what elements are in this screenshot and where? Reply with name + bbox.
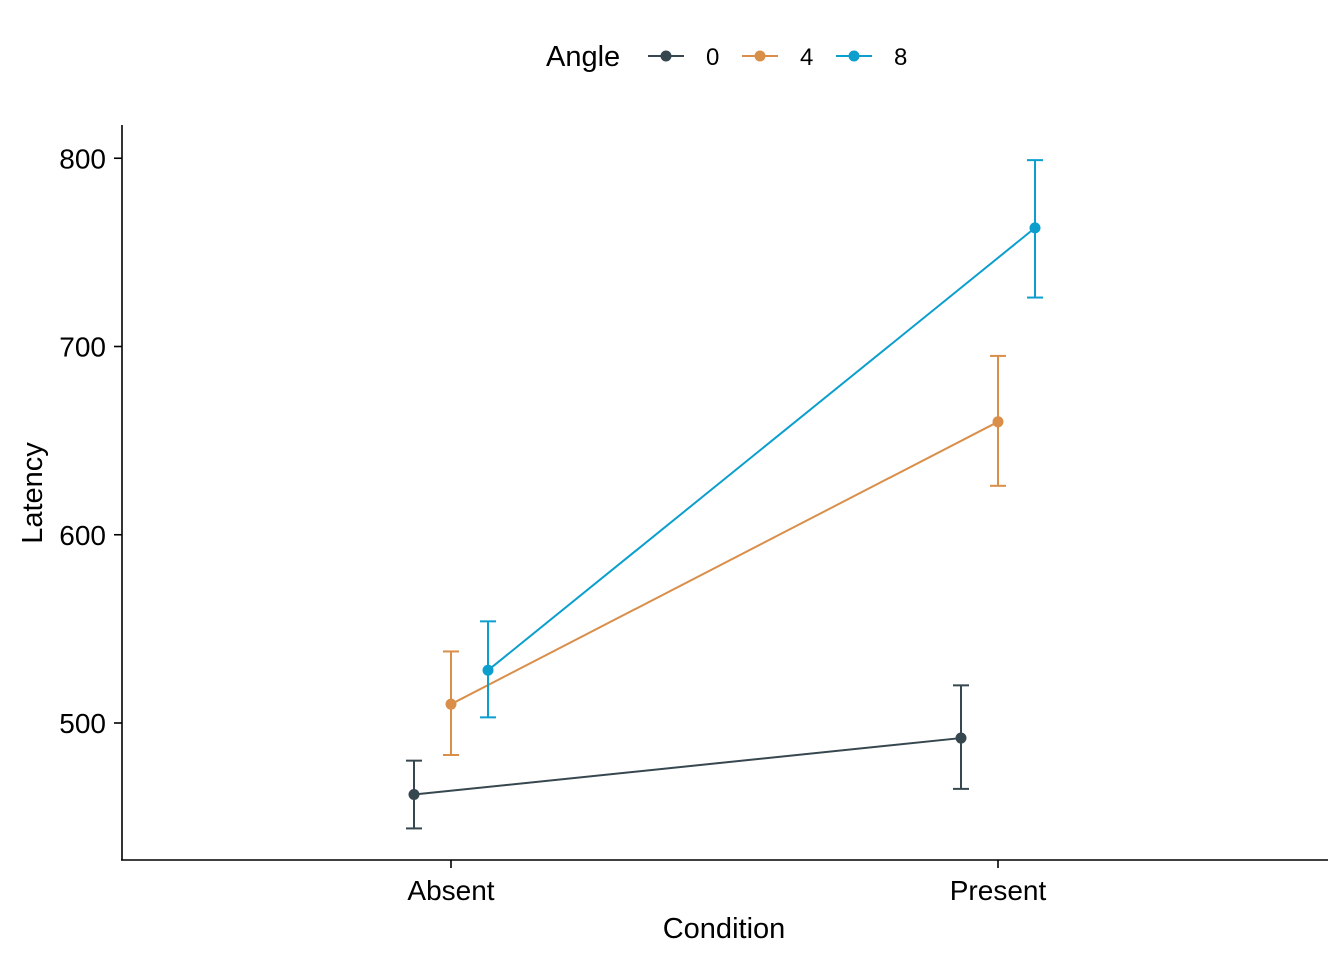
x-axis-title: Condition: [663, 913, 786, 945]
legend-item-0: 0: [648, 44, 719, 71]
y-tick-label: 700: [59, 332, 106, 363]
x-tick-label: Absent: [407, 875, 494, 906]
legend-label: 8: [894, 44, 907, 71]
series-0: [406, 684, 969, 830]
legend-label: 4: [800, 44, 813, 71]
legend-key-point: [848, 50, 860, 62]
legend-label: 0: [706, 44, 719, 71]
data-point: [482, 664, 494, 676]
legend-title: Angle: [546, 41, 620, 73]
series-4: [443, 354, 1006, 757]
y-tick-label: 800: [59, 143, 106, 174]
legend: Angle 0 4 8: [546, 41, 907, 73]
data-point: [955, 732, 967, 744]
data-point: [992, 416, 1004, 428]
legend-key-point: [754, 50, 766, 62]
y-tick-label: 500: [59, 708, 106, 739]
x-tick-label: Present: [950, 875, 1047, 906]
legend-item-8: 8: [836, 44, 907, 71]
series-line: [487, 227, 1036, 672]
data-point: [1029, 222, 1041, 234]
series-line: [450, 420, 999, 706]
series-8: [480, 159, 1043, 719]
data-point: [408, 789, 420, 801]
series-line: [413, 737, 962, 796]
legend-key-point: [660, 50, 672, 62]
legend-item-4: 4: [742, 44, 813, 71]
y-axis-title: Latency: [17, 442, 49, 544]
y-tick-label: 600: [59, 520, 106, 551]
data-point: [445, 698, 457, 710]
plot-area: [406, 159, 1043, 830]
